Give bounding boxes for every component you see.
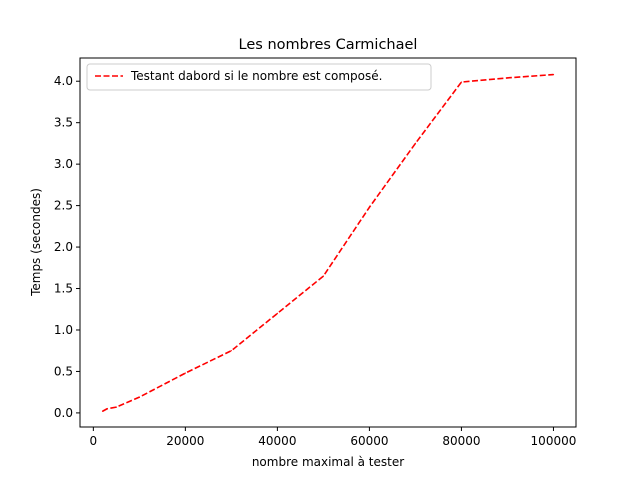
data-point: [460, 81, 463, 83]
y-tick-label: 0.0: [54, 406, 73, 420]
x-tick-label: 40000: [258, 434, 296, 448]
y-tick-label: 3.5: [54, 116, 73, 130]
data-point: [276, 312, 278, 314]
legend-box: [86, 63, 432, 91]
data-point: [322, 275, 324, 277]
x-axis-label: nombre maximal à tester: [252, 455, 404, 469]
data-point: [115, 406, 117, 408]
data-point: [184, 372, 186, 374]
data-point: [230, 350, 232, 352]
y-tick-label: 3.0: [54, 157, 73, 171]
y-tick-label: 4.0: [54, 74, 73, 88]
y-tick-label: 0.5: [54, 364, 73, 378]
x-tick-label: 60000: [350, 434, 388, 448]
data-point: [552, 73, 555, 76]
x-axis: 0 20000 40000 60000 80000 100000: [90, 427, 577, 448]
x-tick-label: 80000: [442, 434, 480, 448]
x-tick-label: 20000: [166, 434, 204, 448]
x-tick-label: 100000: [531, 434, 577, 448]
chart-title: Les nombres Carmichael: [239, 37, 418, 53]
plot-frame: [79, 57, 577, 428]
data-point: [106, 408, 108, 410]
y-tick-label: 2.0: [54, 240, 73, 254]
data-point: [138, 396, 140, 398]
x-tick-label: 0: [90, 434, 98, 448]
y-axis-label: Temps (secondes): [29, 188, 43, 297]
data-point: [506, 77, 509, 79]
data-point: [414, 142, 417, 145]
y-tick-label: 2.5: [54, 199, 73, 213]
y-tick-label: 1.5: [54, 282, 73, 296]
data-point: [101, 410, 104, 412]
legend-label: Testant dabord si le nombre est composé.: [130, 69, 382, 83]
legend: Testant dabord si le nombre est composé.: [86, 63, 432, 91]
series-layer: [101, 73, 555, 412]
plot-area: [79, 57, 577, 428]
y-tick-label: 1.0: [54, 323, 73, 337]
data-point: [368, 206, 371, 208]
y-axis: 0.0 0.5 1.0 1.5 2.0 2.5 3.0 3.5 4.0: [54, 74, 80, 420]
